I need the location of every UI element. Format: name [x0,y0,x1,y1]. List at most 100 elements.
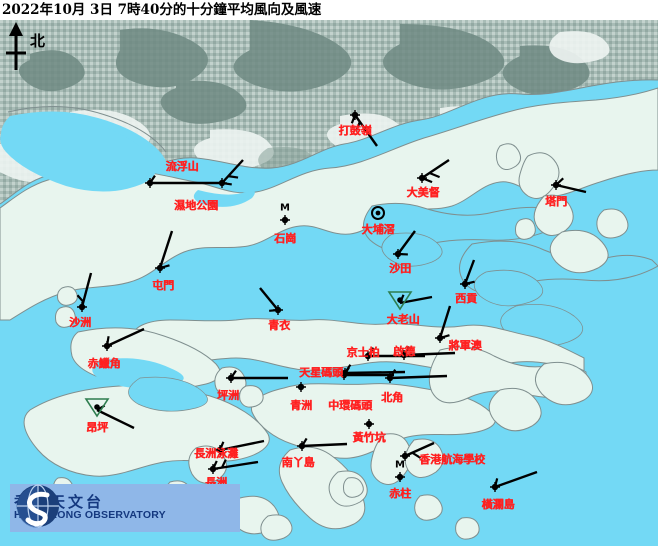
station-name-label: 啟德 [393,345,415,358]
calm-circle-icon [371,206,385,220]
station-name-label: 坪洲 [217,389,239,402]
station-name-label: 長洲泳灘 [194,447,238,460]
station-dot-spikes [551,180,561,190]
station-marker[interactable] [297,437,348,451]
station-marker[interactable] [350,110,378,147]
station-dot-spikes [280,215,290,225]
station-name-label: 濕地公園 [174,199,218,212]
station-marker[interactable] [364,419,374,429]
station-marker[interactable] [399,346,456,360]
new-territories-land [0,87,658,321]
station-dot-spikes [155,263,165,273]
station-name-label: 打鼓嶺 [338,124,372,137]
station-name-label: 大埔滘 [361,223,395,236]
station-dot-spikes [296,382,306,392]
station-dot-spikes [399,350,409,360]
station-dot-spikes [490,482,500,492]
wind-barb-shaft [354,114,378,147]
peak-triangle-icon [387,291,413,311]
map-canvas[interactable]: 打鼓嶺 流浮山 濕地公園 M 石崗 大美督 塔門 大埔滘 沙田 屯門 沙洲 赤鱲角 青衣 大老山 西貢 將軍澳… [0,20,658,546]
station-marker[interactable] [280,215,290,225]
wind-barb-shaft [438,305,452,339]
station-name-label: 天星碼頭 [299,366,343,379]
wind-barb-feather [355,121,361,131]
station-name-label: 南丫島 [281,456,315,469]
wind-barb-shaft [403,351,456,357]
station-marker[interactable] [226,370,288,383]
station-dot-spikes [395,472,405,482]
page-title: 2022年10月 3日 7時40分的十分鐘平均風向及風速 [0,0,658,20]
station-name-label: 赤柱 [389,487,411,500]
station-marker[interactable] [371,206,385,220]
station-marker[interactable] [155,230,174,273]
station-dot-spikes [460,279,470,289]
station-marker[interactable] [208,459,259,474]
station-marker[interactable] [490,470,538,492]
station-marker[interactable] [102,327,145,351]
station-marker[interactable] [363,347,425,361]
station-name-label: 香港航海學校 [419,453,485,466]
small-islands [53,286,480,541]
station-marker[interactable] [215,439,265,455]
station-dot-icon [397,297,403,303]
tolo-harbour-sea [363,202,658,347]
station-marker[interactable] [387,291,433,311]
station-name-label: 赤鱲角 [87,357,121,370]
station-marker[interactable] [385,369,448,383]
station-marker[interactable] [84,398,135,430]
station-name-label: 沙洲 [69,316,91,329]
station-marker[interactable] [76,272,93,312]
wind-barb-shaft [555,183,587,194]
station-dot-spikes [215,445,225,455]
hko-logo-icon [17,484,59,528]
station-name-label: 屯門 [152,279,174,292]
peak-triangle-icon [84,398,110,418]
wind-barb-shaft [106,327,145,348]
wind-barb-layer [76,110,587,492]
wind-barb-shaft [463,259,476,285]
station-dot-spikes [217,178,227,188]
wind-barb-shaft [389,374,448,380]
logo-name-en: HONG KONG OBSERVATORY [14,509,166,522]
station-marker[interactable] [296,382,306,392]
station-dot-spikes [385,373,395,383]
station-name-label: 石崗 [274,232,296,245]
station-marker[interactable] [217,159,244,188]
station-marker[interactable] [417,159,450,184]
station-name-label: 沙田 [389,262,411,275]
station-dot-spikes [102,341,112,351]
station-dot-spikes [273,305,283,315]
station-dot-spikes [400,451,410,461]
station-dot-spikes [208,464,218,474]
station-name-label: 大老山 [386,313,420,326]
wind-barb-shaft [221,159,244,184]
station-marker[interactable] [339,367,394,380]
hko-logo: 香港天文台 HONG KONG OBSERVATORY [10,484,240,532]
station-marker[interactable] [259,287,283,315]
station-name-label: 北角 [381,391,403,404]
station-name-label: 西貢 [455,292,477,305]
station-marker[interactable] [145,175,222,188]
station-name-label: 塔門 [545,195,567,208]
wind-barb-feather [221,459,227,469]
station-marker[interactable] [393,230,416,259]
station-marker[interactable] [460,259,476,289]
station-dot-spikes [435,333,445,343]
station-dot-spikes [226,373,236,383]
wind-barb-shaft [158,230,174,269]
station-marker[interactable] [551,177,587,194]
map-geography [0,20,658,546]
wind-barb-feather [76,294,85,303]
wind-barb-shaft [344,370,406,375]
station-name-label: 京士柏 [346,346,380,359]
wind-barb-shaft [219,439,265,452]
north-label: 北 [30,32,46,50]
station-marker[interactable] [400,441,435,461]
station-marker[interactable] [395,472,405,482]
station-marker[interactable] [435,305,452,343]
station-name-label: 將軍澳 [448,339,482,352]
mean-sea-level-marker: M [280,202,290,214]
station-dot-spikes [350,110,360,120]
wind-barb-shaft [96,408,135,430]
